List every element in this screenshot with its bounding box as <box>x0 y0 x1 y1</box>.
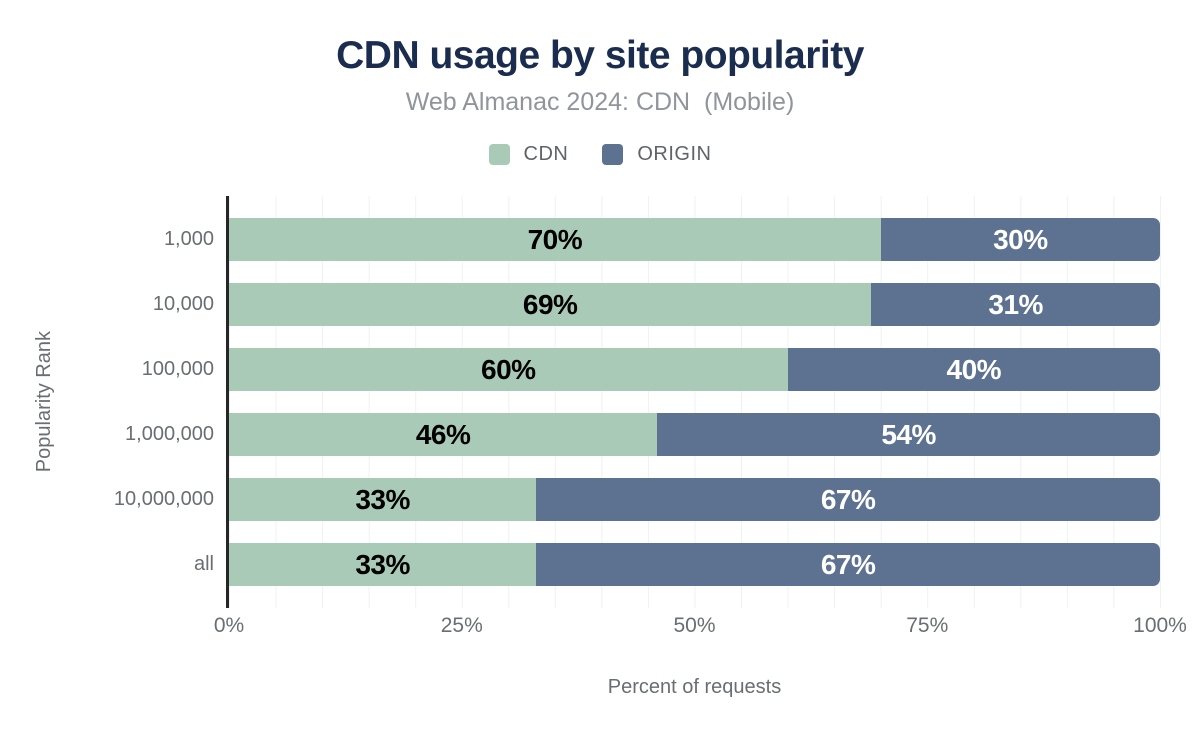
bar-segment-cdn: 46% <box>229 412 658 456</box>
y-axis-label: 1,000 <box>163 227 214 250</box>
bar-value-label: 33% <box>355 483 410 515</box>
chart-title: CDN usage by site popularity <box>336 34 864 77</box>
bar-row: 33% 67% <box>229 542 1160 586</box>
bar-row: 70% 30% <box>229 217 1160 261</box>
x-axis-tick-label: 25% <box>440 614 483 637</box>
bar-value-label: 40% <box>946 353 1002 385</box>
chart-subtitle: Web Almanac 2024: CDN (Mobile) <box>405 88 795 116</box>
bar-row: 46% 54% <box>229 412 1160 456</box>
bar-value-label: 67% <box>820 483 876 515</box>
plot-area: 70% 30% 69% 31% 60% 40% 46% 54% 33% 67% 33% 67% <box>229 196 1161 608</box>
bar-row: 33% 67% <box>229 477 1160 521</box>
bar-value-label: 67% <box>820 548 876 580</box>
x-axis-tick-label: 75% <box>906 614 949 637</box>
bar-segment-origin: 30% <box>880 217 1160 261</box>
x-axis-tick-label: 100% <box>1133 614 1187 637</box>
bar-value-label: 54% <box>881 418 936 450</box>
y-axis-label: 100,000 <box>141 357 214 380</box>
bar-segment-cdn: 69% <box>229 282 872 326</box>
legend-label: ORIGIN <box>637 142 712 165</box>
bar-segment-origin: 67% <box>536 542 1160 586</box>
bar-value-label: 33% <box>355 548 410 580</box>
bar-segment-origin: 31% <box>871 282 1160 326</box>
bar-segment-cdn: 60% <box>229 347 788 391</box>
y-axis-label: all <box>193 552 214 575</box>
legend-swatch-cdn <box>488 143 510 165</box>
bar-value-label: 70% <box>527 223 583 255</box>
bar-value-label: 46% <box>415 418 471 450</box>
bar-value-label: 30% <box>993 223 1048 255</box>
bar-segment-origin: 67% <box>536 477 1160 521</box>
legend-swatch-origin <box>602 143 624 165</box>
bar-segment-cdn: 70% <box>229 217 881 261</box>
x-axis-tick-label: 50% <box>673 614 716 637</box>
bar-value-label: 31% <box>988 288 1043 320</box>
bar-row: 60% 40% <box>229 347 1160 391</box>
legend: CDN ORIGIN <box>0 140 1200 168</box>
y-axis-line <box>226 196 229 608</box>
legend-item-origin: ORIGIN <box>602 143 711 166</box>
x-axis-tick-label: 0% <box>213 614 245 637</box>
bar-row: 69% 31% <box>229 282 1160 326</box>
y-axis-label: 1,000,000 <box>125 422 214 445</box>
y-axis-label: 10,000,000 <box>113 487 214 510</box>
legend-item-cdn: CDN <box>488 142 569 166</box>
bar-value-label: 69% <box>522 288 578 320</box>
y-axis-labels: 1,000 10,000 100,000 1,000,000 10,000,000 all <box>0 196 214 608</box>
x-axis-title: Percent of requests <box>607 676 782 698</box>
y-axis-label: 10,000 <box>152 292 214 315</box>
legend-label: CDN <box>523 142 569 165</box>
x-axis-ticks: 0% 25% 50% 75% 100% <box>214 614 1187 644</box>
bar-segment-origin: 54% <box>657 412 1160 456</box>
bar-segment-origin: 40% <box>787 347 1160 391</box>
bar-segment-cdn: 33% <box>229 477 537 521</box>
bar-value-label: 60% <box>481 353 536 385</box>
bar-segment-cdn: 33% <box>229 542 537 586</box>
